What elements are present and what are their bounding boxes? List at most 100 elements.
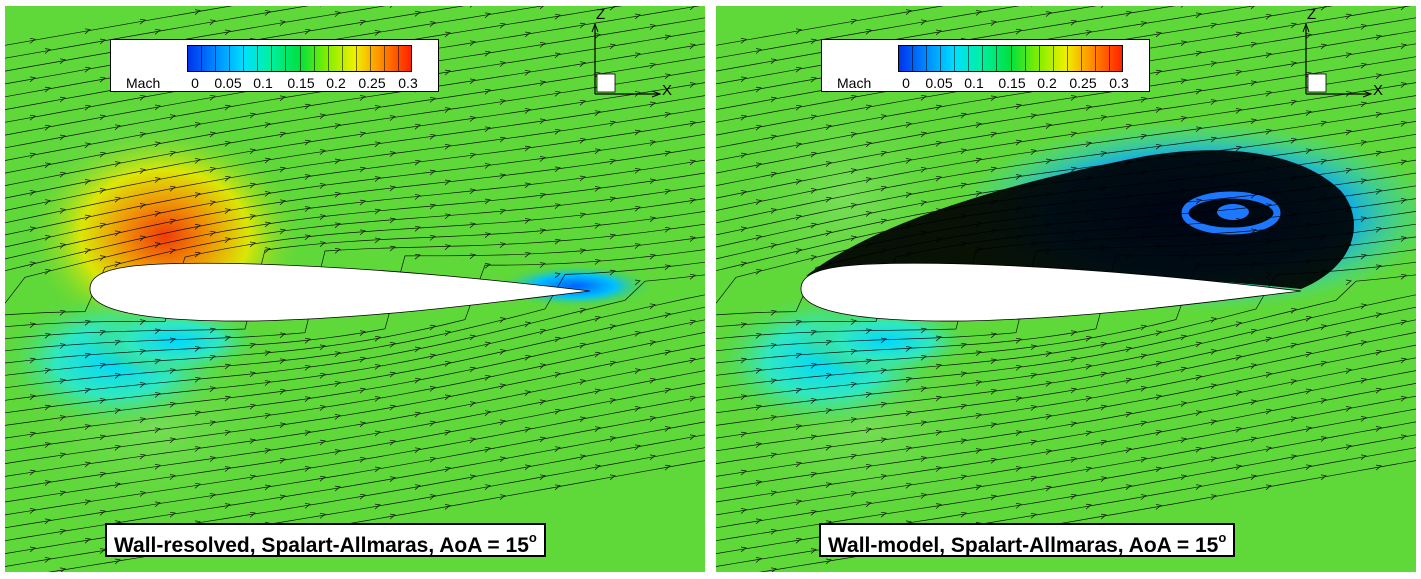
streamline-arrow-icon: [664, 150, 671, 157]
streamline-arrow-icon: [1155, 107, 1162, 113]
streamline-arrow-icon: [975, 191, 982, 197]
streamline-arrow-icon: [594, 426, 601, 432]
streamline: [716, 6, 1020, 59]
legend-tick-label: 0.1: [253, 75, 273, 91]
streamline-arrow-icon: [484, 232, 491, 238]
streamline-arrow-icon: [935, 430, 942, 436]
streamline-arrow-icon: [99, 114, 106, 121]
streamline-arrow-icon: [499, 494, 506, 500]
streamline-arrow-icon: [554, 484, 561, 491]
streamline-arrow-icon: [59, 567, 66, 572]
streamline-arrow-icon: [429, 494, 436, 500]
streamline-arrow-icon: [249, 342, 256, 349]
streamline-arrow-icon: [880, 114, 887, 120]
streamline-arrow-icon: [1140, 133, 1147, 140]
streamline-arrow-icon: [1305, 33, 1312, 39]
streamline-arrow-icon: [579, 175, 586, 182]
streamline-arrow-icon: [169, 185, 176, 192]
streamline-arrow-icon: [29, 431, 36, 438]
streamline-arrow-icon: [850, 349, 857, 355]
streamline-arrow-icon: [1320, 398, 1327, 404]
streamline-arrow-icon: [1375, 34, 1382, 41]
streamline-arrow-icon: [634, 368, 641, 374]
streamline-arrow-icon: [1290, 307, 1297, 314]
streamline-arrow-icon: [389, 6, 393, 8]
streamline-arrow-icon: [740, 394, 747, 400]
streamline-arrow-icon: [524, 390, 531, 396]
streamline-arrow-icon: [249, 182, 256, 189]
streamline-arrow-icon: [1360, 62, 1367, 69]
streamline-arrow-icon: [1235, 321, 1242, 328]
legend-tick-label: 0.05: [925, 75, 953, 91]
streamline-arrow-icon: [554, 408, 561, 415]
streamline-arrow-icon: [770, 567, 777, 572]
streamline-arrow-icon: [1140, 386, 1147, 392]
streamline: [716, 274, 1416, 401]
streamline-arrow-icon: [634, 406, 641, 412]
streamline-arrow-icon: [444, 69, 451, 76]
streamline-arrow-icon: [1070, 131, 1077, 138]
streamline: [5, 198, 705, 328]
streamline-arrow-icon: [1290, 212, 1297, 219]
streamline-arrow-icon: [810, 434, 817, 441]
streamline-arrow-icon: [1045, 222, 1052, 229]
streamline-arrow-icon: [249, 148, 256, 155]
streamline-arrow-icon: [59, 343, 66, 349]
streamline-arrow-icon: [1290, 99, 1297, 106]
streamline-arrow-icon: [264, 122, 271, 128]
streamline-arrow-icon: [249, 474, 256, 481]
streamline-arrow-icon: [755, 332, 762, 339]
streamline-arrow-icon: [539, 399, 546, 406]
streamline-arrow-icon: [1070, 421, 1077, 428]
streamline-arrow-icon: [1345, 91, 1352, 97]
streamline: [716, 306, 1416, 426]
legend-title: Mach: [837, 75, 872, 91]
streamline-arrow-icon: [825, 196, 832, 203]
streamline-arrow-icon: [374, 208, 381, 215]
streamline-arrow-icon: [1155, 31, 1162, 38]
streamline-arrow-icon: [139, 132, 146, 138]
streamline-arrow-icon: [795, 352, 802, 359]
streamline-arrow-icon: [554, 52, 561, 59]
streamline-arrow-icon: [975, 247, 982, 253]
streamline-arrow-icon: [935, 141, 942, 147]
streamline-arrow-icon: [264, 413, 271, 419]
streamline-arrow-icon: [990, 422, 997, 429]
streamline-arrow-icon: [990, 332, 997, 339]
streamline-arrow-icon: [114, 482, 121, 488]
streamline-arrow-icon: [880, 337, 887, 344]
streamline-arrow-icon: [279, 228, 286, 235]
streamline-arrow-icon: [755, 442, 762, 448]
color-bar-division: [215, 45, 217, 72]
streamline-arrow-icon: [319, 475, 326, 482]
streamline-arrow-icon: [374, 335, 381, 342]
streamline-arrow-icon: [1125, 346, 1132, 353]
streamline-arrow-icon: [1250, 328, 1257, 335]
streamline-arrow-icon: [44, 480, 51, 486]
streamline-arrow-icon: [84, 461, 91, 468]
streamline: [5, 261, 705, 389]
streamline-arrow-icon: [524, 108, 531, 114]
streamline-arrow-icon: [1085, 105, 1092, 111]
streamline-arrow-icon: [499, 208, 506, 215]
streamline-arrow-icon: [1045, 248, 1052, 254]
streamline-arrow-icon: [334, 123, 341, 129]
streamline-arrow-icon: [29, 508, 36, 514]
streamline: [5, 95, 705, 211]
streamline-arrow-icon: [880, 511, 887, 518]
streamline-arrow-icon: [264, 157, 271, 164]
streamline-arrow-icon: [444, 31, 451, 38]
streamline-arrow-icon: [469, 401, 476, 407]
streamline-arrow-icon: [755, 124, 762, 131]
streamline-arrow-icon: [264, 448, 271, 454]
streamline-arrow-icon: [114, 196, 121, 203]
streamline-arrow-icon: [1265, 272, 1272, 279]
streamline-arrow-icon: [880, 248, 887, 255]
streamline-arrow-icon: [1140, 353, 1147, 360]
streamline-arrow-icon: [539, 156, 546, 162]
streamline-arrow-icon: [1015, 174, 1022, 180]
streamline-arrow-icon: [414, 225, 421, 232]
streamline-arrow-icon: [1070, 457, 1077, 463]
streamline-arrow-icon: [1140, 324, 1147, 331]
streamline-arrow-icon: [1045, 381, 1052, 387]
